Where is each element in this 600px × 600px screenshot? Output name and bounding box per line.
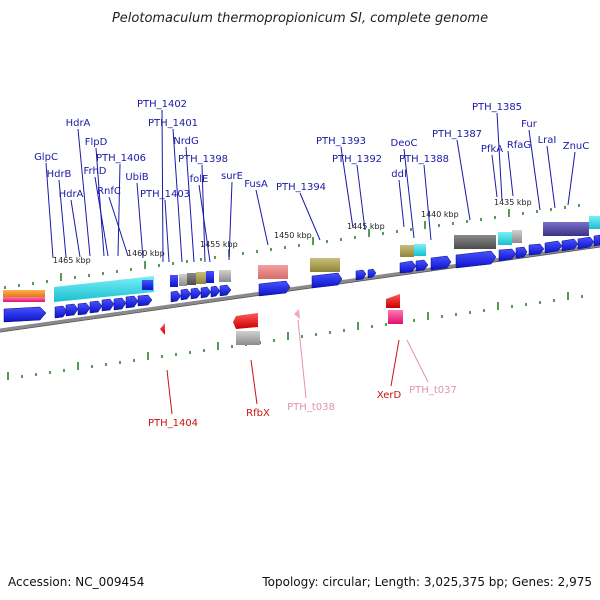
upper-gene-labels xyxy=(45,109,576,263)
topology-text: Topology: circular; Length: 3,025,375 bp… xyxy=(261,575,592,589)
reverse-genes xyxy=(160,294,403,345)
kbp-label: 1435 kbp xyxy=(494,198,532,207)
gene-label: PTH_1387 xyxy=(432,129,482,140)
lower-tick-row xyxy=(7,292,583,380)
gene-label: HdrB xyxy=(47,169,72,180)
gene-label: PTH_1385 xyxy=(472,102,522,113)
gene-label: PTH_t037 xyxy=(409,385,457,396)
gene-label: Fur xyxy=(521,119,538,130)
gene-label: PTH_1403 xyxy=(140,189,190,200)
gene-label: HdrA xyxy=(59,189,84,200)
gene-label: ddl xyxy=(391,169,406,180)
gene-label: RfaG xyxy=(507,140,531,151)
lower-gene-leaders xyxy=(166,319,429,415)
upper-label-text: GlpC HdrB HdrA HdrA FlpD FrhD PTH_1406 R… xyxy=(34,99,589,200)
kbp-labels: 1465 kbp 1460 kbp 1455 kbp 1450 kbp 1445… xyxy=(53,198,532,265)
gene-label: PTH_1393 xyxy=(316,136,366,147)
accession-text: Accession: NC_009454 xyxy=(8,575,144,589)
lower-label-text: PTH_1404 RfbX XerD PTH_t038 PTH_t037 xyxy=(148,385,457,429)
gene-label: PTH_1398 xyxy=(178,154,228,165)
gene-label: PTH_t038 xyxy=(287,402,335,413)
gene-label: RfbX xyxy=(246,408,270,419)
gene-label: PTH_1401 xyxy=(148,118,198,129)
genome-title: Pelotomaculum thermopropionicum SI, comp… xyxy=(112,11,488,26)
gene-label: LraI xyxy=(538,135,557,146)
gene-label: HdrA xyxy=(66,118,91,129)
kbp-label: 1445 kbp xyxy=(347,222,385,231)
gene-label: PTH_1392 xyxy=(332,154,382,165)
gene-label: RnfC xyxy=(97,186,121,197)
kbp-label: 1460 kbp xyxy=(127,249,165,258)
gene-label: NrdG xyxy=(173,136,199,147)
gene-label: FrhD xyxy=(84,166,107,177)
gene-label: FusA xyxy=(244,179,268,190)
gene-label: PTH_1406 xyxy=(96,153,146,164)
gene-label: PTH_1388 xyxy=(399,154,449,165)
gene-label: ZnuC xyxy=(563,141,590,152)
gene-label: PTH_1394 xyxy=(276,182,326,193)
gene-label: XerD xyxy=(377,390,402,401)
gene-label: surE xyxy=(221,171,243,182)
upper-tick-row xyxy=(4,204,580,289)
gene-label: DeoC xyxy=(391,138,418,149)
kbp-label: 1450 kbp xyxy=(274,231,312,240)
kbp-label: 1455 kbp xyxy=(200,240,238,249)
gene-label: UbiB xyxy=(125,172,148,183)
gene-label: PfkA xyxy=(481,144,503,155)
gene-label: PTH_1404 xyxy=(148,418,198,429)
gene-label: GlpC xyxy=(34,152,58,163)
gene-label: folE xyxy=(190,174,209,185)
kbp-label: 1465 kbp xyxy=(53,256,91,265)
kbp-label: 1440 kbp xyxy=(421,210,459,219)
gene-label: FlpD xyxy=(85,137,108,148)
cog-track-upper xyxy=(3,216,600,302)
gene-label: PTH_1402 xyxy=(137,99,187,110)
forward-genes xyxy=(3,234,600,323)
